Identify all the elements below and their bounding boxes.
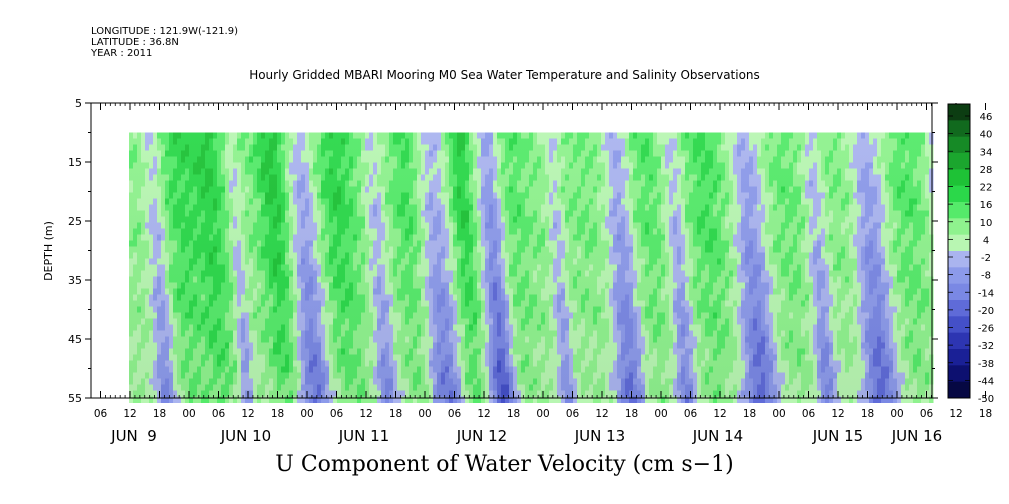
x-hour-tick-label: 06: [802, 408, 816, 420]
colorbar-swatch: [948, 153, 970, 170]
colorbar-label: 22: [980, 183, 993, 194]
y-tick-label: 25: [68, 215, 82, 228]
x-day-label: JUN 9: [110, 427, 157, 445]
colorbar-swatch: [948, 316, 970, 334]
colorbar-label: -38: [978, 359, 994, 370]
x-hour-tick-label: 18: [153, 408, 166, 420]
longitude-label: LONGITUDE : 121.9W(-121.9): [91, 26, 238, 37]
y-tick-label: 5: [75, 97, 82, 110]
colorbar-swatch: [948, 332, 970, 350]
colorbar-label: 4: [983, 235, 989, 246]
x-hour-tick-label: 12: [713, 408, 726, 420]
x-hour-tick-label: 06: [330, 408, 344, 420]
x-hour-tick-label: 06: [212, 408, 226, 420]
x-hour-tick-label: 12: [241, 408, 254, 420]
colorbar-label: -50: [978, 394, 994, 405]
colorbar-swatch: [948, 169, 970, 187]
colorbar-swatch: [948, 365, 970, 383]
x-hour-tick-label: 06: [448, 408, 462, 420]
colorbar-swatch: [948, 185, 970, 203]
colorbar-label: 46: [980, 112, 993, 123]
x-axis: 06 12 18 00 06 12 18 00 06 12 18 00 06 12 18 00 06 12 18 00…: [94, 103, 1009, 445]
x-hour-tick-label: 06: [566, 408, 580, 420]
colorbar-label: -2: [981, 253, 991, 264]
colorbar-swatch: [948, 202, 970, 219]
x-hour-tick-label: 18: [861, 408, 874, 420]
chart-title: Hourly Gridded MBARI Mooring M0 Sea Wate…: [249, 68, 760, 82]
colorbar-label: -26: [978, 324, 994, 335]
x-day-label: JUN 15: [812, 427, 863, 445]
colorbar-swatch: [948, 267, 970, 285]
x-hour-tick-label: 00: [300, 408, 313, 420]
colorbar-swatch: [948, 234, 970, 252]
x-day-label: JUN 13: [574, 427, 625, 445]
y-tick-label: 35: [68, 274, 82, 287]
colorbar-swatch: [948, 104, 970, 121]
colorbar-label: 28: [980, 165, 993, 176]
x-hour-tick-label: 06: [920, 408, 934, 420]
colorbar-swatch: [948, 120, 970, 138]
x-hour-tick-label: 18: [507, 408, 520, 420]
x-day-label: JUN 14: [692, 427, 743, 445]
colorbar-swatch: [948, 349, 970, 366]
colorbar-label: 16: [980, 200, 993, 211]
colorbar-label: -8: [981, 271, 991, 282]
colorbar-label: 10: [980, 218, 993, 229]
y-tick-label: 45: [68, 333, 82, 346]
x-hour-tick-label: 18: [625, 408, 638, 420]
y-tick-label: 55: [68, 392, 82, 405]
colorbar-label: -32: [978, 341, 994, 352]
colorbar-swatch: [948, 300, 970, 317]
x-day-label: JUN 10: [220, 427, 271, 445]
velocity-field: [129, 132, 934, 403]
y-tick-label: 15: [68, 156, 82, 169]
colorbar-swatch: [948, 283, 970, 301]
x-day-label: JUN 11: [338, 427, 389, 445]
x-hour-tick-label: 18: [979, 408, 992, 420]
colorbar-label: 40: [980, 130, 993, 141]
x-hour-tick-label: 06: [94, 408, 108, 420]
x-hour-tick-label: 06: [684, 408, 698, 420]
x-hour-tick-label: 12: [595, 408, 608, 420]
x-axis-label: U Component of Water Velocity (cm s−1): [275, 452, 734, 477]
x-hour-tick-label: 18: [743, 408, 756, 420]
x-hour-tick-label: 12: [831, 408, 844, 420]
x-hour-tick-label: 12: [123, 408, 136, 420]
x-day-label: JUN 16: [891, 427, 942, 445]
x-hour-tick-label: 12: [359, 408, 372, 420]
x-hour-tick-label: 00: [182, 408, 195, 420]
x-hour-tick-label: 00: [890, 408, 903, 420]
y-axis: 5 15 25 35 45 55: [68, 97, 938, 405]
x-day-label: JUN 12: [456, 427, 507, 445]
x-hour-tick-label: 00: [654, 408, 667, 420]
colorbar-label: -44: [978, 376, 994, 387]
colorbar-swatch: [948, 136, 970, 154]
x-hour-tick-label: 18: [271, 408, 284, 420]
x-hour-tick-label: 12: [949, 408, 962, 420]
x-hour-tick-label: 00: [772, 408, 785, 420]
colorbar: 46 40 34 28 22 16 10 4 -2 -8 -14 -20 -26 -32 -38 -44 -50: [947, 103, 994, 405]
x-hour-tick-label: 18: [389, 408, 402, 420]
colorbar-label: -20: [978, 306, 994, 317]
colorbar-label: 34: [980, 147, 993, 158]
y-axis-label: DEPTH (m): [42, 221, 55, 281]
colorbar-label: -14: [978, 288, 994, 299]
year-label: YEAR : 2011: [91, 48, 153, 59]
x-hour-tick-label: 12: [477, 408, 490, 420]
latitude-label: LATITUDE : 36.8N: [91, 37, 179, 48]
x-hour-tick-label: 00: [536, 408, 549, 420]
x-hour-tick-label: 00: [418, 408, 431, 420]
colorbar-swatch: [948, 381, 970, 399]
colorbar-swatch: [948, 251, 970, 268]
colorbar-swatch: [948, 218, 970, 236]
